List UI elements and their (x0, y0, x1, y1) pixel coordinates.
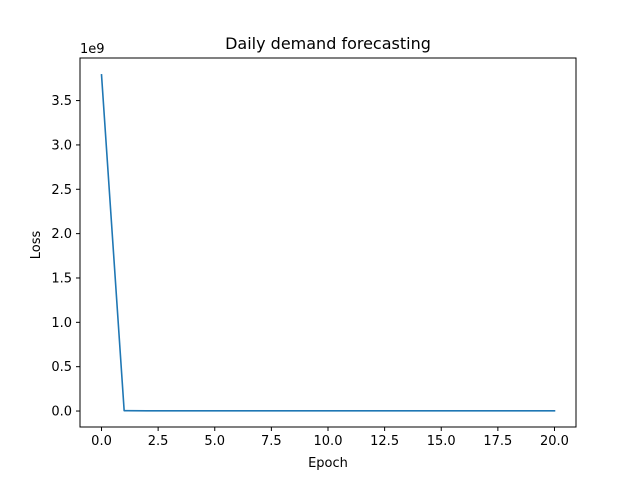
x-tick-label: 12.5 (370, 434, 399, 449)
chart-title: Daily demand forecasting (225, 34, 431, 53)
x-tick-label: 5.0 (204, 434, 225, 449)
x-tick-label: 17.5 (483, 434, 512, 449)
y-tick-label: 0.0 (51, 405, 72, 420)
y-tick-label: 2.0 (51, 227, 72, 242)
plot-frame (79, 57, 577, 428)
x-axis-label: Epoch (308, 456, 348, 471)
series-line-0 (100, 73, 556, 412)
y-axis-offset-label: 1e9 (80, 42, 105, 57)
x-tick-label: 7.5 (261, 434, 282, 449)
plot-area: 0.0 2.5 5.0 7.5 10.0 12.5 15.0 17.5 20.0 0.0 0.5 1.… (51, 57, 577, 449)
y-tick-label: 3.0 (51, 138, 72, 153)
y-axis-label: Loss (29, 231, 44, 260)
y-tick-label: 1.0 (51, 316, 72, 331)
x-tick-label: 15.0 (427, 434, 456, 449)
x-tick-label: 20.0 (540, 434, 569, 449)
y-tick-label: 1.5 (51, 271, 72, 286)
x-tick-label: 2.5 (148, 434, 169, 449)
y-tick-label: 0.5 (51, 360, 72, 375)
x-tick-label: 10.0 (314, 434, 343, 449)
y-tick-label: 2.5 (51, 183, 72, 198)
x-tick-label: 0.0 (91, 434, 112, 449)
y-tick-label: 3.5 (51, 94, 72, 109)
